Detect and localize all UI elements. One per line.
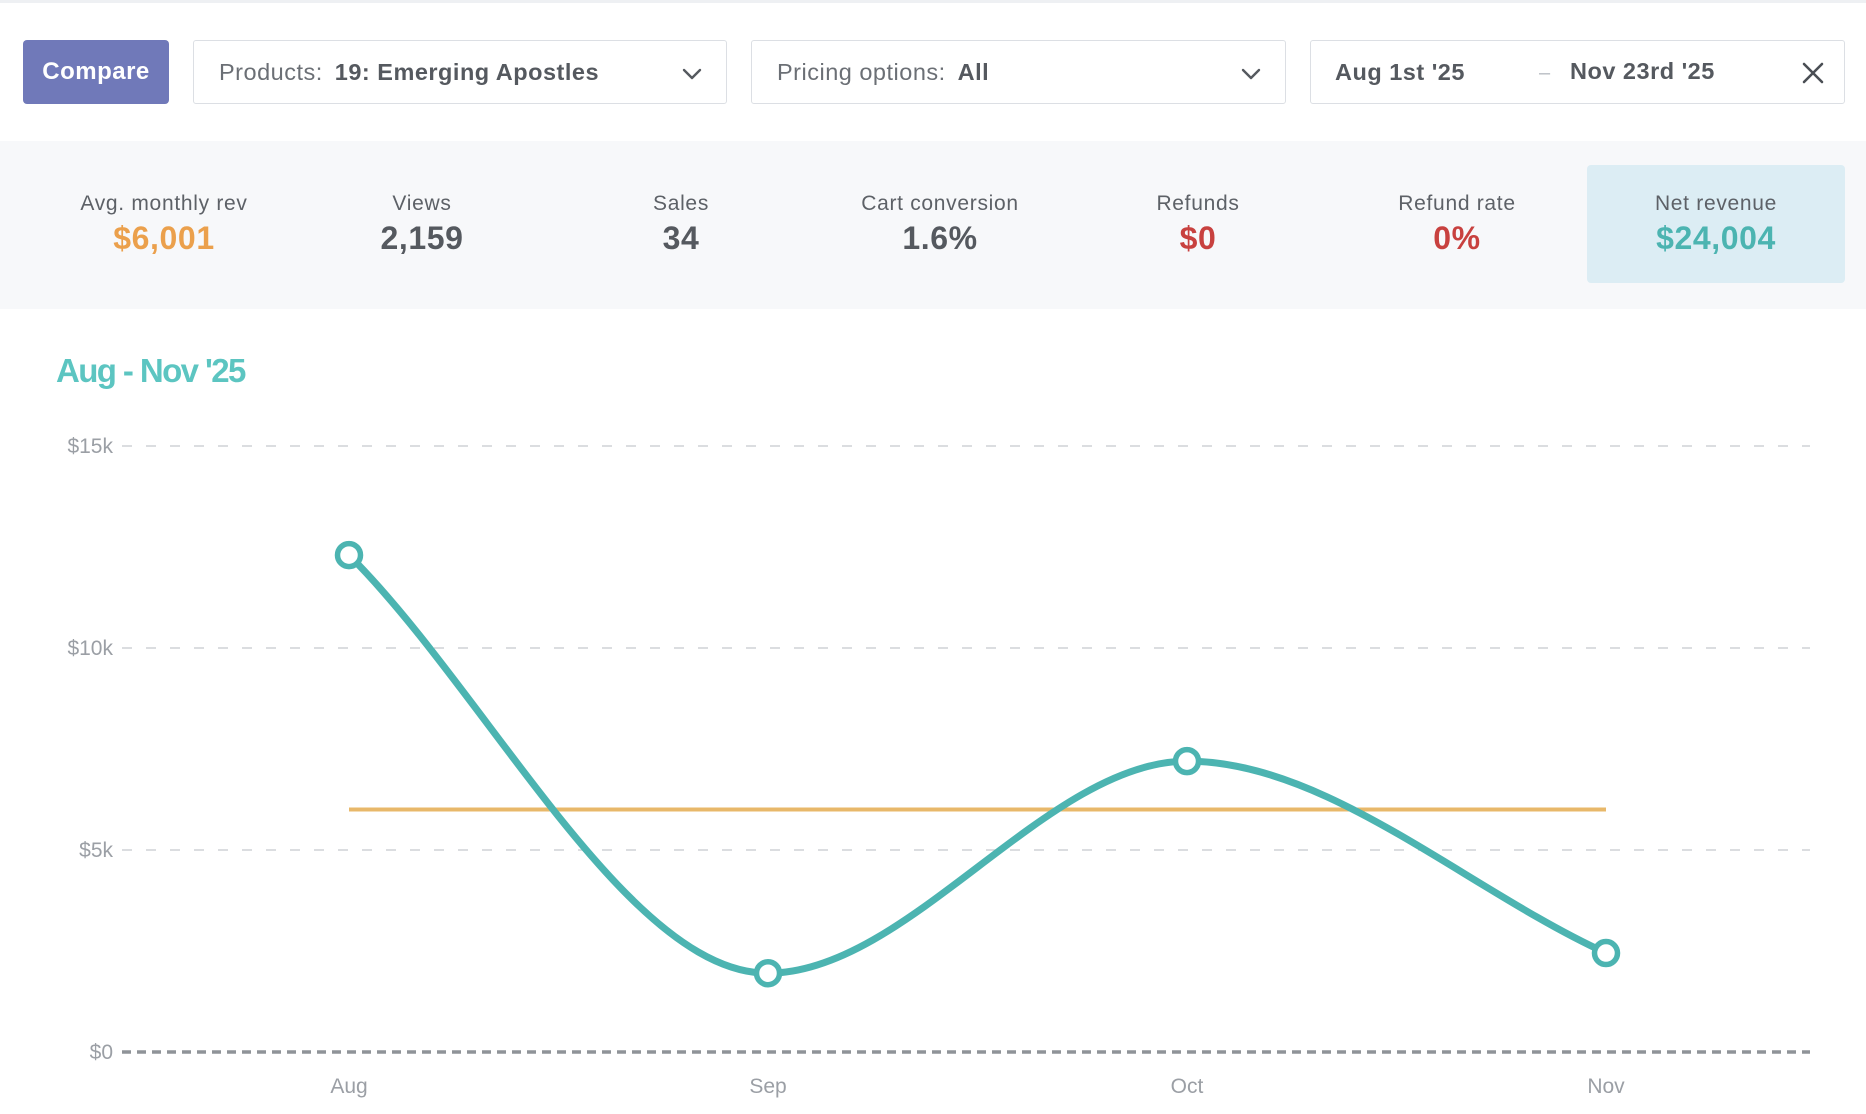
- stat-label: Sales: [652, 192, 710, 215]
- close-icon[interactable]: [1800, 60, 1826, 86]
- data-point: [1172, 746, 1202, 776]
- series-line: [345, 551, 1610, 977]
- chevron-down-icon: [1241, 68, 1261, 80]
- y-tick-label: $0: [90, 1041, 113, 1064]
- chart-title: Aug - Nov '25: [56, 352, 246, 389]
- x-tick-label: Nov: [1587, 1075, 1625, 1098]
- date-range-start[interactable]: Aug 1st '25: [1335, 58, 1465, 85]
- stat-avg-monthly-rev: Avg. monthly rev $6,001: [35, 165, 293, 283]
- stat-value: 2,159: [380, 220, 464, 256]
- stat-label: Net revenue: [1654, 192, 1778, 215]
- stat-value: 0%: [1433, 220, 1481, 256]
- y-tick-label: $5k: [79, 839, 113, 862]
- y-tick-label: $10k: [67, 637, 113, 660]
- stat-cart-conversion: Cart conversion 1.6%: [811, 165, 1069, 283]
- data-point: [1591, 938, 1621, 968]
- stat-net-revenue[interactable]: Net revenue $24,004: [1587, 165, 1845, 283]
- stat-sales: Sales 34: [552, 165, 810, 283]
- stat-label: Cart conversion: [861, 192, 1019, 215]
- stat-value: 34: [662, 220, 700, 256]
- stat-label: Avg. monthly rev: [80, 192, 248, 215]
- x-tick-label: Oct: [1171, 1075, 1204, 1098]
- date-range-separator: –: [1539, 62, 1551, 84]
- stat-value: $0: [1179, 220, 1217, 256]
- x-tick-label: Sep: [749, 1075, 786, 1098]
- compare-button[interactable]: Compare: [23, 40, 169, 104]
- pricing-options-label: Pricing options:: [777, 58, 946, 85]
- revenue-chart: $0 $5k $10k $15k Aug Sep Oct Nov: [67, 435, 1810, 1098]
- stat-value: $24,004: [1656, 220, 1776, 256]
- pricing-options-value: All: [957, 58, 990, 85]
- x-tick-label: Aug: [330, 1075, 367, 1098]
- pricing-options-select[interactable]: Pricing options: All: [751, 40, 1286, 104]
- y-tick-label: $15k: [67, 435, 113, 458]
- stat-value: $6,001: [113, 220, 215, 256]
- chevron-down-icon: [682, 68, 702, 80]
- stat-label: Views: [392, 192, 452, 215]
- products-select[interactable]: Products: 19: Emerging Apostles: [193, 40, 727, 104]
- products-select-label: Products:: [219, 58, 323, 85]
- stat-label: Refund rate: [1398, 192, 1516, 215]
- data-point: [334, 540, 364, 570]
- stats-bar: Avg. monthly rev $6,001 Views 2,159 Sale…: [0, 141, 1866, 309]
- products-select-value: 19: Emerging Apostles: [334, 58, 600, 85]
- stat-label: Refunds: [1156, 192, 1240, 215]
- stat-refunds: Refunds $0: [1069, 165, 1327, 283]
- stat-refund-rate: Refund rate 0%: [1328, 165, 1586, 283]
- top-divider: [0, 0, 1866, 3]
- date-range-end[interactable]: Nov 23rd '25: [1570, 58, 1715, 84]
- date-range-picker[interactable]: Aug 1st '25 – Nov 23rd '25: [1310, 40, 1845, 104]
- stat-value: 1.6%: [902, 220, 978, 256]
- stat-views: Views 2,159: [293, 165, 551, 283]
- data-point: [753, 958, 783, 988]
